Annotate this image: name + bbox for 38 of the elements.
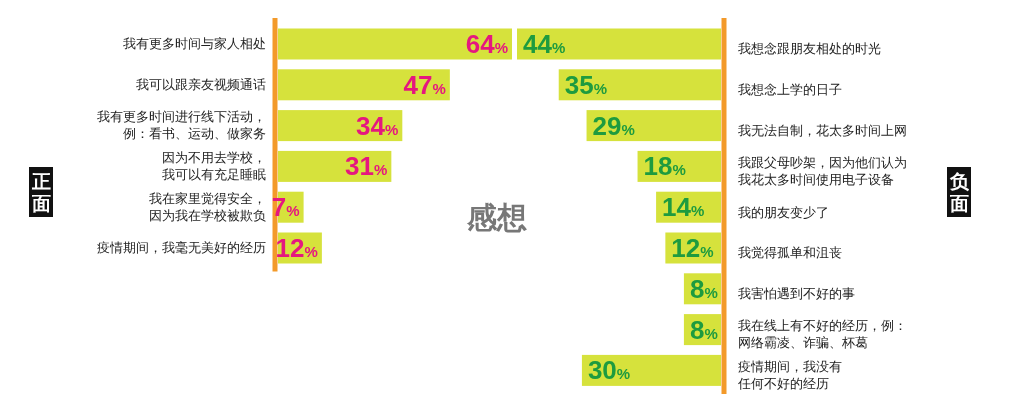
y-axis-title: 正面 xyxy=(30,170,51,214)
y-tick-label: 我跟父母吵架，因为他们认为我花太多时间使用电子设备 xyxy=(738,155,907,188)
y-tick-label: 我的朋友变少了 xyxy=(738,204,829,220)
data-label: 14% xyxy=(662,192,705,223)
bar xyxy=(278,28,512,60)
y-tick-label: 我在线上有不好的经历，例：网络霸凌、诈骗、杯葛 xyxy=(738,318,907,351)
y-tick-label: 我觉得孤单和沮丧 xyxy=(738,245,842,261)
data-label: 35% xyxy=(564,69,607,100)
data-label: 47% xyxy=(403,69,446,100)
bar xyxy=(581,354,721,386)
bar xyxy=(558,69,721,101)
data-label: 7% xyxy=(271,192,300,223)
y-tick-label: 我想念跟朋友相处的时光 xyxy=(738,41,881,57)
data-label: 12% xyxy=(671,233,714,263)
data-label: 64% xyxy=(465,29,508,59)
data-label: 8% xyxy=(689,314,718,345)
y-tick-label: 我害怕遇到不好的事 xyxy=(738,286,855,302)
y2-axis-title: 负面 xyxy=(948,170,970,214)
data-label: 34% xyxy=(356,110,399,141)
y-tick-label: 我在家里觉得安全，因为我在学校被欺负 xyxy=(149,191,266,224)
data-label: 18% xyxy=(643,151,686,182)
y-tick-label: 我无法自制，花太多时间上网 xyxy=(738,122,907,138)
data-label: 44% xyxy=(523,29,566,59)
data-label: 8% xyxy=(689,273,718,304)
text: 感想 xyxy=(466,200,527,235)
y-tick-label: 我有更多时间进行线下活动，例：看书、运动、做家务 xyxy=(97,109,266,142)
data-label: 31% xyxy=(345,151,388,182)
y-tick-label: 我想念上学的日子 xyxy=(738,82,842,98)
data-label: 30% xyxy=(587,355,631,386)
y-tick-label: 我可以跟亲友视频通话 xyxy=(136,77,266,93)
y-tick-label: 我有更多时间与家人相处 xyxy=(123,36,266,52)
data-label: 12% xyxy=(275,233,318,263)
bar xyxy=(517,28,721,60)
y-tick-label: 疫情期间，我毫无美好的经历 xyxy=(97,240,266,256)
y-tick-label: 疫情期间，我没有任何不好的经历 xyxy=(737,359,842,392)
data-label: 29% xyxy=(592,110,635,141)
y-tick-label: 因为不用去学校，我可以有充足睡眠 xyxy=(162,150,266,183)
bar xyxy=(278,69,450,101)
